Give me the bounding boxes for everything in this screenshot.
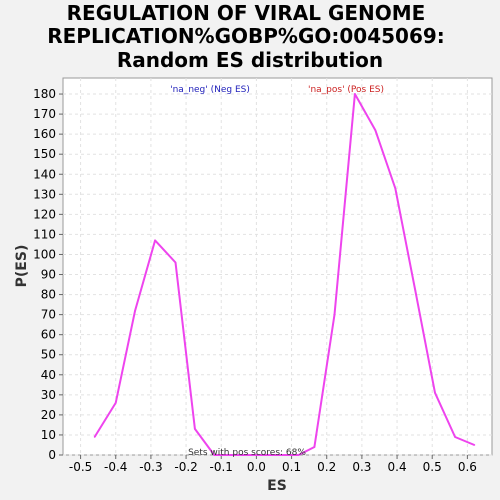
y-tick-label: 120 <box>33 207 56 221</box>
legend-pos: 'na_pos' (Pos ES) <box>308 85 384 95</box>
data-point <box>434 392 436 394</box>
x-tick-label: 0.3 <box>352 460 371 474</box>
data-point <box>114 402 117 404</box>
y-tick-label: 90 <box>41 268 56 282</box>
data-point <box>255 454 258 456</box>
pos-score-annotation: Sets with pos scores: 68% <box>188 448 306 458</box>
data-point <box>354 93 356 95</box>
data-point <box>394 187 397 190</box>
y-tick-label: 170 <box>33 107 56 121</box>
y-tick-label: 70 <box>41 308 56 322</box>
y-axis-label: P(ES) <box>14 245 30 288</box>
y-tick-label: 20 <box>41 408 56 422</box>
y-tick-label: 80 <box>41 288 56 302</box>
data-point <box>473 444 476 446</box>
plot-area <box>62 77 493 456</box>
y-tick-label: 50 <box>41 348 56 362</box>
x-tick-label: -0.2 <box>174 460 197 474</box>
x-tick-label: 0.1 <box>282 460 301 474</box>
y-tick-label: 60 <box>41 328 56 342</box>
data-point <box>276 454 279 456</box>
y-tick-label: 130 <box>33 187 56 201</box>
series-line <box>93 93 475 456</box>
x-axis-label: ES <box>267 478 287 494</box>
ticks: -0.5 -0.4 -0.3 -0.2 -0.1 0.0 0.1 0.2 0.3 0.4 0.5 0.… <box>33 87 477 474</box>
y-tick-label: 0 <box>48 448 56 462</box>
chart-title-line-2: REPLICATION%GOBP%GO:0045069: <box>47 24 445 48</box>
data-point <box>134 309 136 312</box>
x-tick-label: 0.4 <box>388 460 407 474</box>
x-tick-label: 0.2 <box>317 460 336 474</box>
data-point <box>414 289 417 292</box>
x-tick-label: 0.0 <box>247 460 266 474</box>
y-tick-label: 100 <box>33 247 56 261</box>
chart-title-line-1: REGULATION OF VIRAL GENOME <box>67 1 426 25</box>
chart-title-line-3: Random ES distribution <box>117 48 383 72</box>
x-tick-label: 0.5 <box>423 460 442 474</box>
x-tick-label: -0.3 <box>139 460 162 474</box>
y-tick-label: 180 <box>33 87 56 101</box>
data-point <box>93 436 96 438</box>
data-point <box>297 454 300 456</box>
y-tick-label: 40 <box>41 368 56 382</box>
data-point <box>213 454 216 456</box>
y-tick-label: 110 <box>33 227 56 241</box>
y-tick-label: 10 <box>41 428 56 442</box>
y-tick-label: 30 <box>41 388 56 402</box>
x-tick-label: -0.5 <box>69 460 92 474</box>
x-tick-label: 0.6 <box>458 460 477 474</box>
y-tick-label: 160 <box>33 127 56 141</box>
data-point <box>454 436 456 438</box>
x-tick-label: -0.1 <box>210 460 233 474</box>
y-tick-label: 150 <box>33 147 56 161</box>
data-point <box>174 261 177 264</box>
data-point <box>374 129 377 131</box>
data-point <box>234 454 237 456</box>
x-tick-label: -0.4 <box>104 460 127 474</box>
legend-neg: 'na_neg' (Neg ES) <box>170 85 250 95</box>
data-point <box>154 239 156 242</box>
y-tick-label: 140 <box>33 167 56 181</box>
data-point <box>333 313 336 316</box>
data-point <box>313 446 316 448</box>
grid <box>63 78 492 456</box>
data-point <box>194 428 196 430</box>
series <box>93 93 476 456</box>
